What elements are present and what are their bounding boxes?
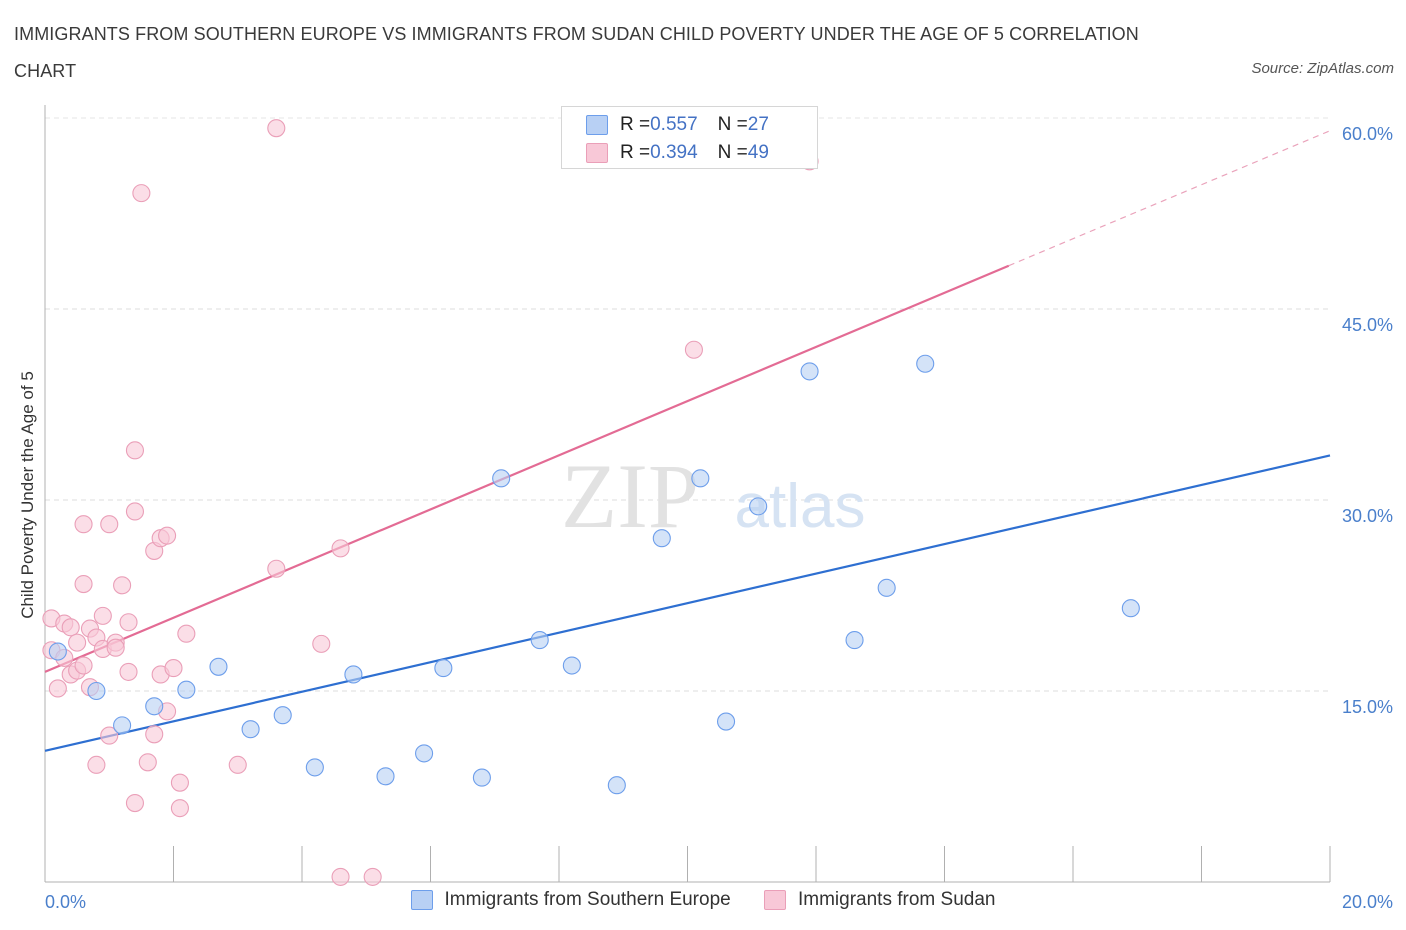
- series-legend: Immigrants from Southern Europe Immigran…: [0, 889, 1406, 916]
- data-point: [691, 469, 710, 488]
- stats-row-southern-europe: R = 0.557 N = 27: [586, 113, 769, 137]
- data-point: [48, 679, 67, 698]
- trend-lines: [44, 130, 1331, 752]
- data-point: [132, 184, 151, 203]
- data-point: [331, 867, 350, 886]
- data-point: [209, 657, 228, 676]
- data-point: [267, 559, 286, 578]
- data-point: [125, 502, 144, 521]
- data-point: [145, 697, 164, 716]
- legend-label-southern-europe: Immigrants from Southern Europe: [444, 889, 731, 910]
- data-point: [1121, 599, 1140, 618]
- n-value: 27: [747, 114, 769, 135]
- legend-item-southern-europe[interactable]: Immigrants from Southern Europe: [410, 889, 731, 911]
- data-point: [652, 529, 671, 548]
- data-point: [607, 776, 626, 795]
- data-point: [74, 656, 93, 675]
- data-point: [472, 768, 491, 787]
- data-point: [177, 680, 196, 699]
- data-point: [145, 725, 164, 744]
- data-point: [125, 794, 144, 813]
- data-point: [376, 767, 395, 786]
- x-tick-label: 20.0%: [1342, 892, 1393, 912]
- stats-row-sudan: R = 0.394 N = 49: [586, 141, 769, 165]
- data-point: [177, 624, 196, 643]
- y-tick-label: 60.0%: [1342, 124, 1393, 144]
- chart-title: IMMIGRANTS FROM SOUTHERN EUROPE VS IMMIG…: [14, 24, 1139, 81]
- source-label: Source: ZipAtlas.com: [1251, 60, 1394, 77]
- n-label: N =: [717, 142, 748, 163]
- data-point: [170, 799, 189, 818]
- x-tick-label: 0.0%: [45, 892, 86, 912]
- r-label: R =: [620, 142, 651, 163]
- data-point: [93, 606, 112, 625]
- legend-swatch-southern-europe: [586, 115, 608, 135]
- data-point: [684, 340, 703, 359]
- data-point: [100, 726, 119, 745]
- data-point: [125, 441, 144, 460]
- data-point: [267, 119, 286, 138]
- data-point: [916, 354, 935, 373]
- y-tick-label: 15.0%: [1342, 697, 1393, 717]
- data-point: [344, 665, 363, 684]
- watermark: ZIP atlas: [561, 445, 865, 547]
- legend-item-sudan[interactable]: Immigrants from Sudan: [764, 889, 995, 911]
- data-point: [87, 755, 106, 774]
- data-point: [800, 362, 819, 381]
- data-point: [434, 659, 453, 678]
- legend-label-sudan: Immigrants from Sudan: [798, 889, 996, 910]
- data-point: [170, 773, 189, 792]
- data-point: [113, 716, 132, 735]
- legend-swatch-sudan: [764, 890, 786, 910]
- data-point: [363, 867, 382, 886]
- data-point: [331, 539, 350, 558]
- r-label: R =: [620, 114, 651, 135]
- data-point: [158, 526, 177, 545]
- y-tick-label: 45.0%: [1342, 315, 1393, 335]
- data-point: [749, 497, 768, 516]
- data-point: [119, 613, 138, 632]
- data-point: [877, 578, 896, 597]
- legend-swatch-sudan: [586, 143, 608, 163]
- data-point: [415, 744, 434, 763]
- data-point: [74, 515, 93, 534]
- data-point: [845, 631, 864, 650]
- data-point: [241, 720, 260, 739]
- data-point: [106, 638, 125, 657]
- watermark-zip: ZIP: [561, 445, 699, 547]
- data-point: [61, 618, 80, 637]
- trend-extension-1: [1008, 130, 1331, 267]
- data-point: [87, 681, 106, 701]
- data-point: [138, 753, 157, 772]
- legend-swatch-southern-europe: [410, 890, 433, 910]
- data-points: [42, 119, 1140, 886]
- trend-line-0: [44, 454, 1331, 752]
- data-point: [164, 659, 183, 678]
- r-value: 0.557: [650, 114, 698, 135]
- data-point: [113, 576, 132, 595]
- y-tick-label: 30.0%: [1342, 506, 1393, 526]
- r-value: 0.394: [650, 142, 698, 163]
- n-label: N =: [717, 114, 748, 135]
- data-point: [273, 706, 292, 725]
- data-point: [74, 574, 93, 594]
- tick-labels: 15.0% 30.0% 45.0% 60.0% 0.0% 20.0%: [45, 124, 1393, 912]
- data-point: [716, 712, 736, 731]
- data-point: [492, 469, 511, 488]
- data-point: [530, 631, 549, 650]
- data-point: [562, 656, 581, 675]
- trend-line-1: [44, 264, 1010, 673]
- data-point: [312, 634, 331, 653]
- stats-legend: R = 0.557 N = 27 R = 0.394 N = 49: [561, 106, 818, 169]
- data-point: [68, 633, 87, 652]
- axes: [44, 105, 1331, 883]
- data-point: [48, 642, 67, 661]
- data-point: [100, 515, 119, 534]
- data-point: [119, 662, 138, 681]
- n-value: 49: [747, 142, 769, 163]
- data-point: [228, 755, 247, 774]
- data-point: [305, 758, 324, 777]
